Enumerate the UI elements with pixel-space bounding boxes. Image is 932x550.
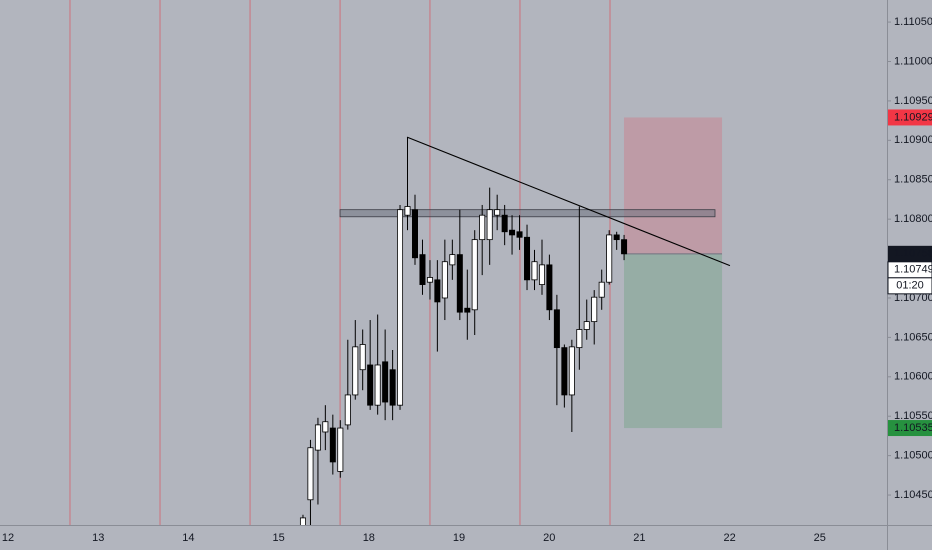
candle-body	[516, 231, 523, 238]
candle-body	[524, 236, 531, 281]
candle-body	[389, 369, 396, 406]
countdown: 01:20	[896, 280, 924, 292]
x-tick-label: 20	[543, 532, 555, 544]
candle-body	[531, 261, 538, 281]
candle-body	[397, 209, 404, 406]
x-tick-label: 25	[814, 532, 826, 544]
candle-body	[329, 427, 336, 463]
y-tick-label: 1.10850	[894, 174, 932, 186]
y-tick-label: 1.11000	[894, 55, 932, 67]
candle-body	[419, 254, 426, 285]
horizontal-zone	[339, 209, 716, 218]
candle-body	[314, 424, 321, 451]
candle-body	[299, 517, 306, 525]
y-tick-label: 1.11050	[894, 16, 932, 28]
x-tick-label: 21	[633, 532, 645, 544]
candle-body	[568, 346, 575, 396]
candle-body	[374, 364, 381, 406]
candle-body	[546, 264, 553, 311]
candle-body	[598, 281, 605, 298]
candle-body	[352, 346, 359, 396]
y-tick-label: 1.10650	[894, 331, 932, 343]
candle-body	[404, 206, 411, 216]
y-tick-label: 1.10550	[894, 410, 932, 422]
candle-body	[471, 239, 478, 311]
x-tick-label: 19	[453, 532, 465, 544]
y-tick-label: 1.10800	[894, 213, 932, 225]
candle-body	[553, 309, 560, 349]
candle-body	[486, 209, 493, 241]
price-tag	[888, 245, 932, 262]
candle-body	[434, 279, 441, 303]
y-tick-label: 1.10450	[894, 489, 932, 501]
y-tick-label: 1.10600	[894, 371, 932, 383]
candle-body	[576, 329, 583, 349]
candle-body	[337, 427, 344, 472]
candle-body	[494, 209, 501, 216]
candle-body	[344, 394, 351, 426]
x-tick-label: 15	[272, 532, 284, 544]
x-tick-label: 12	[2, 532, 14, 544]
candle-body	[441, 261, 448, 299]
y-tick-label: 1.10500	[894, 450, 932, 462]
price-tag-label: 1.10929	[894, 111, 932, 123]
candle-body	[606, 234, 613, 283]
y-tick-label: 1.10900	[894, 134, 932, 146]
candle-body	[591, 296, 598, 323]
x-tick-label: 22	[723, 532, 735, 544]
candle-body	[322, 421, 329, 433]
x-tick-label: 18	[363, 532, 375, 544]
plot-area	[69, 0, 731, 525]
candle-body	[509, 229, 516, 236]
candle-body	[426, 277, 433, 283]
x-tick-label: 13	[92, 532, 104, 544]
trendline	[406, 136, 731, 267]
price-tag-label: 1.10756	[894, 248, 932, 260]
candle-body	[621, 239, 628, 255]
stop-zone	[623, 117, 723, 254]
candle-body	[464, 307, 471, 313]
candle-body	[501, 214, 508, 233]
price-tag-label: 1.10535	[894, 422, 932, 434]
price-tag	[888, 420, 932, 437]
candle-body	[367, 364, 374, 406]
x-tick-label: 14	[182, 532, 194, 544]
target-zone	[623, 253, 723, 429]
candle-body	[613, 234, 620, 241]
candle-body	[456, 254, 463, 313]
y-tick-label: 1.10700	[894, 292, 932, 304]
candle-body	[479, 214, 486, 241]
candle-body	[411, 209, 418, 259]
candle-body	[359, 344, 366, 371]
candle-body	[382, 361, 389, 403]
y-tick-label: 1.10950	[894, 95, 932, 107]
candle-body	[538, 264, 545, 285]
price-tag-label: 1.10749	[894, 264, 932, 276]
countdown-box	[887, 277, 932, 295]
candle-body	[583, 321, 590, 330]
candle-body	[561, 347, 568, 396]
price-tag	[888, 109, 932, 126]
candle-body	[449, 254, 456, 266]
candle-body	[307, 447, 314, 501]
